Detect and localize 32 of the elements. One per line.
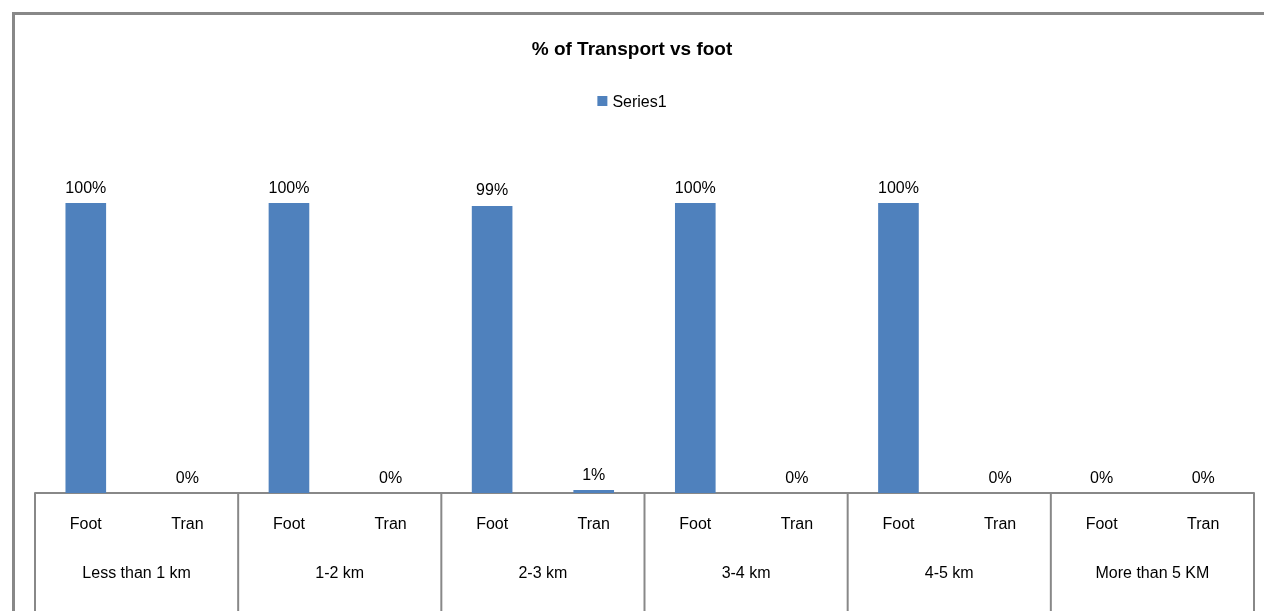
x-tick-label: Tran	[171, 514, 204, 532]
x-tick-label: Foot	[69, 514, 103, 532]
data-label: 1%	[582, 465, 606, 483]
chart-title: % of Transport vs foot	[531, 38, 733, 59]
x-tick-label: Tran	[1187, 514, 1220, 532]
data-label: 100%	[878, 178, 919, 196]
x-tick-label: Tran	[780, 514, 814, 532]
data-label: 99%	[476, 181, 509, 199]
x-tick-label: Tran	[374, 514, 407, 532]
data-label: 100%	[268, 178, 310, 196]
data-label: 0%	[785, 468, 809, 486]
x-tick-label: Foot	[476, 514, 509, 532]
data-label: 100%	[674, 178, 716, 196]
data-label: 0%	[988, 468, 1012, 486]
x-tick-label: Foot	[1085, 514, 1119, 532]
x-tick-label: Tran	[983, 514, 1017, 532]
data-label: 0%	[175, 468, 199, 486]
x-tick-label: Tran	[577, 514, 610, 532]
text: 3-4 km	[721, 563, 771, 581]
text: More than 5 KM	[1095, 563, 1210, 581]
x-tick-label: Foot	[679, 514, 712, 532]
x-tick-label: Foot	[882, 514, 916, 532]
text: 4-5 km	[924, 563, 974, 581]
text: 2-3 km	[518, 563, 568, 581]
data-label: 0%	[1090, 468, 1114, 486]
x-tick-label: Foot	[272, 514, 306, 532]
legend-label: Series1	[612, 92, 667, 110]
text: Less than 1 km	[82, 563, 191, 581]
data-label: 0%	[1191, 468, 1215, 486]
data-label: 100%	[65, 178, 107, 196]
data-label: 0%	[378, 468, 403, 486]
text: 1-2 km	[315, 563, 365, 581]
